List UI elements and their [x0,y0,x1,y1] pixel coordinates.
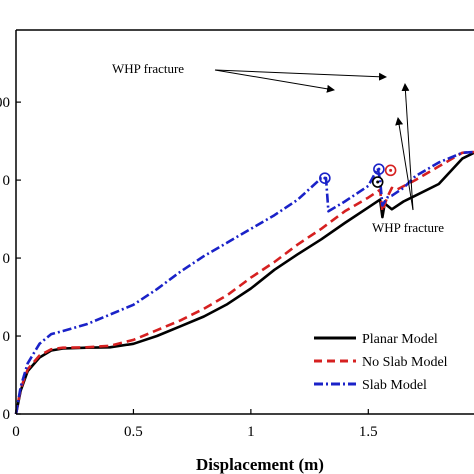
annotation-upper-arrow-1 [214,69,335,93]
x-axis-label: Displacement (m) [196,455,324,474]
annotation-lower-arrow-1 [395,117,414,211]
y-tick-label-2: 0 [3,251,11,267]
legend-label-planar: Planar Model [362,332,438,347]
y-tick-label-1: 0 [3,329,11,345]
annotation-upper-text: WHP fracture [112,61,184,76]
legend-label-noslab: No Slab Model [362,355,448,370]
y-tick-label-0: 0 [3,407,11,423]
annotation-lower-arrow-2 [401,83,414,211]
fracture-marker-dot-0 [323,176,327,180]
legend: Planar Model No Slab Model Slab Model [305,326,474,401]
x-tick-label-2: 1 [247,424,255,440]
annotation-lower-text: WHP fracture [372,220,444,235]
x-tick-label-0: 0 [12,424,20,440]
x-tick-label-1: 0.5 [124,424,143,440]
y-tick-label-3: 0 [3,173,11,189]
fracture-marker-dot-3 [389,168,393,172]
fracture-marker-dot-1 [377,167,381,171]
fracture-marker-0 [319,172,331,184]
legend-label-slab: Slab Model [362,378,427,393]
fracture-marker-dot-2 [376,180,380,184]
series-line-0 [14,151,474,415]
fracture-marker-2 [371,176,384,188]
fracture-marker-3 [384,164,397,177]
annotation-upper-arrow-2 [214,69,387,81]
fracture-marker-1 [373,163,385,175]
series-line-2 [14,150,474,415]
annotation-upper: WHP fracture [112,61,387,93]
x-tick-label-3: 1.5 [359,424,378,440]
annotation-lower: WHP fracture [372,83,444,235]
series-line-1 [14,150,474,415]
y-tick-label-4: 00 [0,95,10,111]
